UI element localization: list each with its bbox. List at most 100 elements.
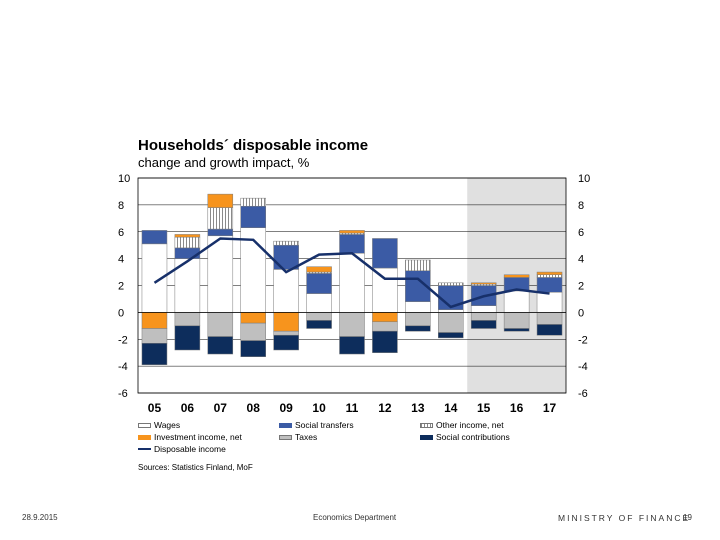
plot-frame xyxy=(137,177,567,394)
social-transfers-bar xyxy=(141,230,168,245)
x-tick-label: 05 xyxy=(148,401,162,415)
wages-bar xyxy=(470,305,497,313)
legend-investment-income-label: Investment income, net xyxy=(154,432,242,442)
social-contributions-bar xyxy=(174,325,201,351)
footer-date: 28.9.2015 xyxy=(22,513,58,522)
legend-social-contributions-label: Social contributions xyxy=(436,432,510,442)
x-tick-label: 15 xyxy=(477,401,491,415)
footer-page-number: 19 xyxy=(683,513,692,522)
social-transfers-bar xyxy=(273,244,299,270)
footer-ministry-logo: MINISTRY OF FINANCE xyxy=(558,513,691,523)
wages-bar xyxy=(273,269,299,313)
wages-bar xyxy=(207,235,234,313)
investment-income-bar xyxy=(339,230,365,234)
chart-subtitle: change and growth impact, % xyxy=(138,155,310,170)
legend-wages-swatch xyxy=(138,422,151,428)
investment-income-bar xyxy=(536,271,563,275)
disposable-income-line xyxy=(153,237,550,309)
y-tick-label-left: 4 xyxy=(118,254,124,266)
social-transfers-bar xyxy=(240,205,266,228)
chart-title: Households´ disposable income xyxy=(138,137,369,154)
y-tick-label-left: 10 xyxy=(118,173,130,185)
social-transfers-bar xyxy=(339,234,365,254)
social-transfers-bar xyxy=(306,273,332,294)
sources-note: Sources: Statistics Finland, MoF xyxy=(138,463,253,472)
legend-disposable-income-swatch xyxy=(138,448,151,450)
social-transfers-bar xyxy=(405,270,431,302)
y-tick-label-left: 8 xyxy=(118,200,124,212)
legend-disposable-income: Disposable income xyxy=(138,444,226,454)
wages-bar xyxy=(306,293,332,313)
social-transfers-bar xyxy=(207,228,234,237)
y-tick-label-left: -6 xyxy=(118,388,128,400)
other-income-bar xyxy=(405,259,431,271)
investment-income-bar xyxy=(273,312,299,332)
social-contributions-bar xyxy=(536,324,563,336)
social-contributions-bar xyxy=(503,328,530,332)
other-income-bar xyxy=(240,197,266,207)
social-contributions-bar xyxy=(470,320,497,329)
social-contributions-bar xyxy=(240,340,266,357)
legend-wages-label: Wages xyxy=(154,420,181,430)
x-tick-label: 13 xyxy=(411,401,425,415)
legend-disposable-income-label: Disposable income xyxy=(154,444,226,454)
wages-bar xyxy=(372,267,398,313)
taxes-bar xyxy=(536,312,563,325)
taxes-bar xyxy=(339,312,365,337)
y-tick-label-left: 2 xyxy=(118,281,124,293)
y-tick-label-right: -2 xyxy=(578,334,588,346)
legend-taxes-label: Taxes xyxy=(295,432,318,442)
social-contributions-bar xyxy=(438,332,464,339)
taxes-bar xyxy=(503,312,530,329)
legend-social-transfers: Social transfers xyxy=(279,420,354,430)
y-tick-label-left: -2 xyxy=(118,334,128,346)
x-tick-label: 08 xyxy=(247,401,261,415)
social-contributions-bar xyxy=(141,343,168,366)
wages-bar xyxy=(536,291,563,313)
legend-social-transfers-swatch xyxy=(279,422,292,428)
taxes-bar xyxy=(470,312,497,321)
wages-bar xyxy=(339,253,365,313)
x-tick-label: 06 xyxy=(181,401,195,415)
legend-wages: Wages xyxy=(138,420,180,430)
taxes-bar xyxy=(207,312,234,337)
investment-income-bar xyxy=(372,312,398,323)
legend-other-income: Other income, net xyxy=(420,420,504,430)
x-tick-label: 11 xyxy=(346,401,359,415)
investment-income-bar xyxy=(240,312,266,324)
y-tick-label-right: -4 xyxy=(578,361,588,373)
wages-bar xyxy=(405,301,431,313)
investment-income-bar xyxy=(470,282,497,285)
x-tick-label: 07 xyxy=(214,401,228,415)
taxes-bar xyxy=(372,321,398,332)
taxes-bar xyxy=(240,322,266,341)
y-tick-label-left: -4 xyxy=(118,361,128,373)
other-income-bar xyxy=(207,207,234,230)
legend-social-contributions-swatch xyxy=(420,434,433,440)
social-contributions-bar xyxy=(207,336,234,355)
legend-investment-income-swatch xyxy=(138,434,151,440)
taxes-bar xyxy=(174,312,201,327)
legend-taxes-swatch xyxy=(279,434,292,440)
legend-investment-income: Investment income, net xyxy=(138,432,242,442)
legend-other-income-swatch xyxy=(420,422,433,428)
wages-bar xyxy=(503,290,530,313)
y-tick-label-right: 8 xyxy=(578,200,584,212)
legend-taxes: Taxes xyxy=(279,432,317,442)
taxes-bar xyxy=(306,312,332,321)
wages-bar xyxy=(240,227,266,313)
y-tick-label-right: 10 xyxy=(578,173,590,185)
taxes-bar xyxy=(405,312,431,327)
investment-income-bar xyxy=(306,266,332,273)
other-income-bar xyxy=(438,282,464,286)
x-tick-label: 14 xyxy=(444,401,458,415)
investment-income-bar xyxy=(503,274,530,278)
taxes-bar xyxy=(273,330,299,336)
y-tick-label-right: 4 xyxy=(578,254,584,266)
social-contributions-bar xyxy=(273,334,299,351)
y-tick-label-right: 2 xyxy=(578,281,584,293)
social-transfers-bar xyxy=(372,238,398,269)
legend-social-transfers-label: Social transfers xyxy=(295,420,354,430)
x-tick-label: 16 xyxy=(510,401,524,415)
